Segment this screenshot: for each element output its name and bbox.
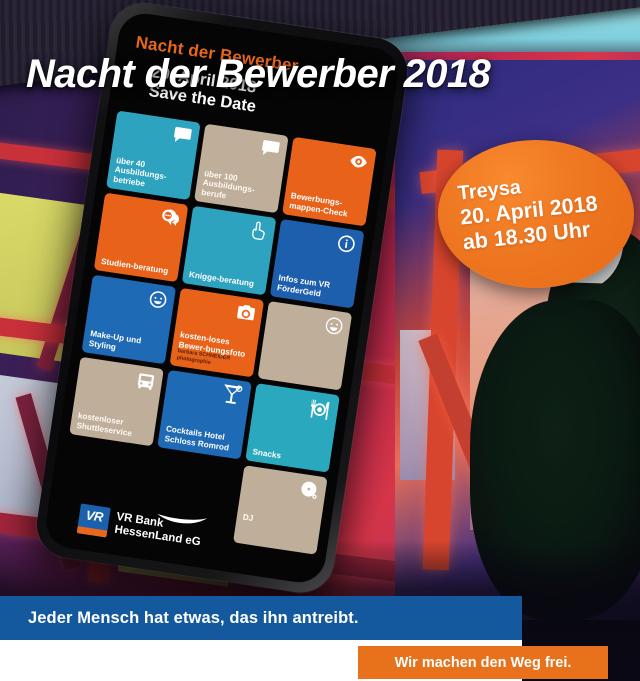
- smiley-icon: [147, 288, 170, 311]
- info-icon: [335, 232, 358, 255]
- phone-screen: Nacht der Bewerber 20. April 2018 Save t…: [42, 10, 402, 586]
- tile-cocktails[interactable]: Cocktails Hotel Schloss Romrod: [157, 369, 252, 460]
- chat-bubbles-icon: [159, 206, 182, 229]
- page-title: Nacht der Bewerber 2018: [26, 52, 491, 96]
- tile-snacks[interactable]: Snacks: [245, 383, 340, 473]
- vr-bank-logo: VR VR Bank HessenLand eG: [76, 503, 208, 551]
- vr-logo-bar: [76, 526, 108, 538]
- vr-swoosh-icon: [155, 510, 208, 530]
- tile-label: über 100 Ausbildungs-berufe: [200, 169, 256, 201]
- speech-bubble-icon: [171, 124, 194, 147]
- plate-cutlery-icon: [306, 396, 333, 423]
- footer-claim-text: Jeder Mensch hat etwas, das ihn antreibt…: [28, 608, 359, 627]
- smartphone-mockup: Nacht der Bewerber 20. April 2018 Save t…: [32, 0, 412, 598]
- tile-shuttleservice[interactable]: kostenloser Shuttleservice: [69, 356, 164, 447]
- vr-logo-wordmark: VR Bank HessenLand eG: [114, 511, 208, 549]
- tile-label: Studien-beratung: [100, 256, 169, 276]
- tile-grid: über 40 Ausbildungs-betriebe über 100 Au…: [56, 110, 377, 560]
- tile-label: Bewerbungs-mappen-Check: [288, 191, 349, 219]
- tile-ausbildungsbetriebe[interactable]: über 40 Ausbildungs-betriebe: [106, 110, 201, 201]
- tile-makeup-styling[interactable]: Make-Up und Styling: [81, 274, 177, 365]
- tile-dj[interactable]: DJ: [233, 465, 328, 555]
- tile-label: Knigge-beratung: [188, 269, 255, 289]
- footer-slogan-button[interactable]: Wir machen den Weg frei.: [358, 646, 608, 679]
- tile-label: Make-Up und Styling: [88, 329, 142, 352]
- vr-logo-mark: VR: [76, 503, 111, 538]
- tile-label: DJ: [242, 512, 254, 523]
- sticker-circle: [438, 140, 634, 288]
- tile-label: [264, 374, 337, 385]
- vinyl-record-icon: [298, 479, 321, 502]
- tile-row: kostenloser Shuttleservice Cocktails Hot…: [69, 356, 340, 473]
- vr-logo-monogram: VR: [84, 507, 104, 525]
- tile-label: Cocktails Hotel Schloss Romrod: [163, 424, 230, 453]
- tile-kniggeberatung[interactable]: Knigge-beratung: [181, 205, 277, 296]
- bus-icon: [134, 370, 157, 393]
- tile-bewerbungsmappen-check[interactable]: Bewerbungs-mappen-Check: [282, 136, 377, 227]
- event-sticker: Treysa 20. April 2018 ab 18.30 Uhr: [438, 140, 634, 288]
- tile-row: DJ: [57, 439, 328, 555]
- tile-bewerbungsfoto[interactable]: kosten-loses Bewer-bungsfoto barbara SCH…: [169, 287, 265, 378]
- camera-icon: [235, 301, 258, 324]
- tile-vr-foerdergeld[interactable]: Infos zum VR FörderGeld: [269, 218, 365, 309]
- speech-bubble-icon: [259, 137, 282, 160]
- footer-claim-bar: Jeder Mensch hat etwas, das ihn antreibt…: [0, 596, 522, 640]
- eye-icon: [347, 150, 370, 173]
- tile-row: Studien-beratung Knigge-beratung Infos z…: [93, 192, 365, 309]
- tile-label: Snacks: [252, 446, 282, 461]
- tile-label: über 40 Ausbildungs-betriebe: [112, 155, 168, 188]
- smiley-icon: [323, 315, 346, 338]
- tile-empty-smiley[interactable]: [257, 300, 353, 391]
- pointing-hand-icon: [247, 219, 270, 242]
- tile-row: über 40 Ausbildungs-betriebe über 100 Au…: [106, 110, 377, 227]
- tile-studienberatung[interactable]: Studien-beratung: [93, 192, 189, 283]
- tile-label: Infos zum VR FörderGeld: [276, 273, 331, 299]
- cocktail-icon: [218, 381, 245, 408]
- tile-row: Make-Up und Styling kosten-loses Bewer-b…: [81, 274, 353, 391]
- tile-ausbildungsberufe[interactable]: über 100 Ausbildungs-berufe: [194, 123, 289, 214]
- footer-slogan-text: Wir machen den Weg frei.: [394, 654, 572, 671]
- tile-label: kostenloser Shuttleservice: [75, 411, 133, 438]
